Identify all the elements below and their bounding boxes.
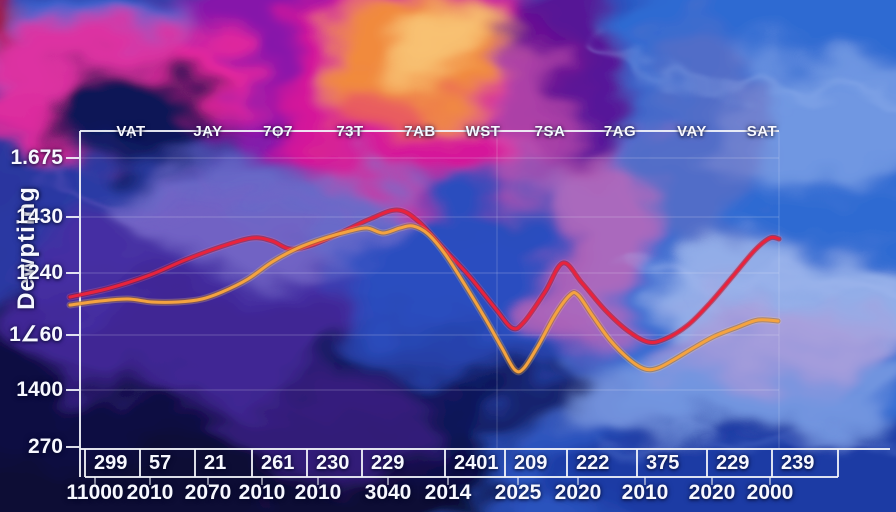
top-axis-label: VAT [116,123,146,140]
value-cell: 229 [371,452,405,474]
year-label: 2020 [688,481,736,504]
year-label: 2014 [424,481,472,504]
year-label: 2020 [554,481,602,504]
value-cell: 261 [261,452,295,474]
top-axis-label: 73T [336,123,364,140]
year-label: 2010 [621,481,669,504]
year-label: 2010 [238,481,286,504]
top-axis-label: VAY [677,123,707,140]
value-cell: 239 [781,452,815,474]
value-cell: 209 [514,452,548,474]
value-cell: 2401 [454,452,499,474]
year-label: 2025 [494,481,542,504]
top-axis-label: 7AG [603,123,637,140]
top-axis-label: SAT [746,123,778,140]
y-tick-label: 1400 [16,378,63,401]
year-label: 2070 [184,481,232,504]
y-tick-label: 270 [27,435,63,458]
year-label: 3040 [364,481,412,504]
value-cell: 222 [576,452,610,474]
top-axis-label: WST [465,123,501,140]
year-label: 2010 [294,481,342,504]
year-label: 11000 [66,481,124,504]
value-cell: 229 [716,452,750,474]
value-cell: 57 [149,452,172,474]
value-cell: 21 [204,452,227,474]
y-tick-label: 1240 [16,261,63,284]
value-cell: 375 [646,452,680,474]
y-tick-label: 1430 [16,205,63,228]
year-label: 2010 [126,481,174,504]
y-tick-label: 1.675 [10,146,63,169]
y-tick-label: 1∠60 [9,323,63,346]
value-cell: 299 [94,452,128,474]
top-axis-label: 7SA [534,123,566,140]
year-label: 2000 [746,481,794,504]
top-axis-label: JAY [193,123,223,140]
value-cell: 230 [316,452,350,474]
top-axis-label: 7AB [404,123,436,140]
top-axis-label: 7O7 [263,123,293,140]
